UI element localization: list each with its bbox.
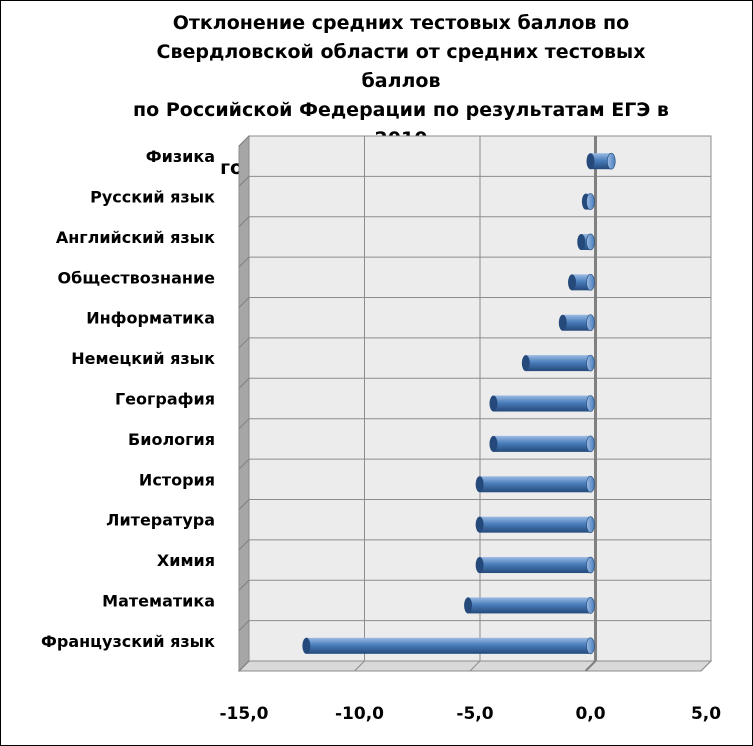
x-tick-label: -10,0 [335,704,384,724]
bar-end [586,153,595,170]
category-separator-side [238,539,250,551]
bar-cap [586,475,595,493]
bar-end [577,233,586,250]
category-label: Французский язык [41,632,215,651]
x-tick-label: -15,0 [220,704,269,724]
category-label: Химия [157,551,215,570]
category-separator-side [238,216,250,228]
plot-side-wall [238,134,250,673]
category-label: Информатика [86,309,215,328]
category-label: Физика [146,147,215,166]
bar [562,314,591,331]
category-label: История [139,470,215,489]
category-label: Английский язык [56,228,215,247]
category-separator-side [238,579,250,591]
category-separator-side [238,660,250,672]
category-separator-side [238,176,250,187]
category-separator-side [238,256,250,268]
gridline-floor [354,660,365,672]
category-separator-side [238,458,250,470]
category-label: Русский язык [90,188,215,207]
bar-end [302,637,311,654]
bar-cap [586,314,595,332]
bar-end [489,435,498,452]
bar-end [475,516,484,533]
bar-cap [586,354,595,372]
bar [525,355,591,372]
category-label: Немецкий язык [71,349,215,368]
bar-cap [606,152,616,170]
bar [468,597,591,614]
bar [590,153,612,170]
bar-cap [586,435,595,453]
bar-end [475,476,484,493]
category-separator-side [238,499,250,510]
category-separator-side [238,620,250,631]
bar [581,233,591,250]
category-separator-side [238,297,250,308]
bar [493,395,591,412]
chart-title-line: Свердловской области от средних тестовых… [156,41,646,92]
category-separator-side [238,377,250,389]
bar-cap [586,556,595,574]
category-separator-side [238,337,250,349]
bar [479,476,591,493]
category-label: Биология [128,430,215,449]
x-tick-label: -5,0 [456,704,493,724]
bar [479,557,591,574]
zero-axis-floor-line [584,660,597,672]
bar-end [475,557,484,574]
bar-end [558,314,567,331]
chart-title-line: Отклонение средних тестовых баллов по [172,12,630,34]
bar-end [464,597,473,614]
bar [572,274,591,291]
gridline-floor [469,660,481,672]
bar-end [521,355,530,372]
bar [493,435,591,452]
bar [479,516,591,533]
bar [306,637,591,654]
bar-cap [586,274,595,291]
x-tick-label: 5,0 [691,704,721,724]
bar-cap [586,597,595,614]
category-separator-side [238,418,250,430]
category-separator-side [238,135,250,147]
bar-end [568,274,577,291]
x-tick-label: 0,0 [575,704,605,724]
bar-cap [586,637,595,655]
category-label: Обществознание [58,268,216,287]
bar-cap [586,233,595,251]
bar-cap [586,395,595,412]
category-label: Математика [102,591,215,610]
category-label: География [115,390,215,409]
gridline-floor [700,660,712,672]
bar-end [489,395,498,412]
bar-cap [586,516,595,533]
bar-cap [586,193,595,210]
category-label: Литература [106,511,215,530]
